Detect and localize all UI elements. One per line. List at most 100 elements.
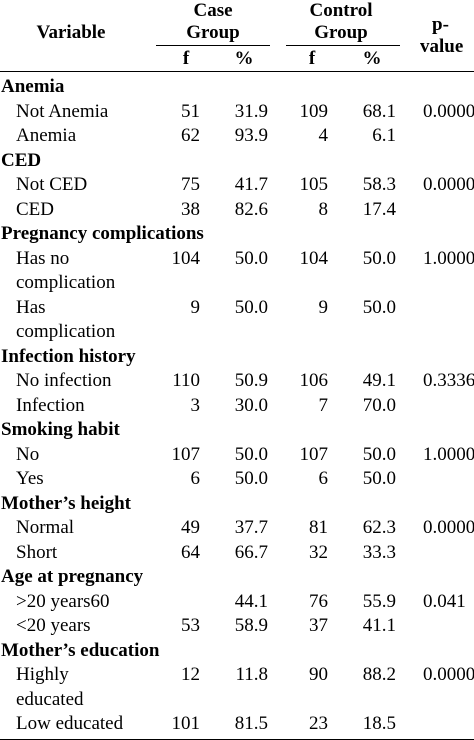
row-label: Infection bbox=[16, 395, 85, 416]
case-pct-cell: 41.7 bbox=[234, 174, 268, 195]
case-f-cell: 3 bbox=[190, 395, 201, 416]
header-control-group-line2: Group bbox=[314, 22, 368, 43]
control-pct-cell: 50.0 bbox=[362, 468, 396, 489]
case-pct-cell: 93.9 bbox=[234, 125, 268, 146]
row-label: Short bbox=[16, 542, 58, 563]
section-title: Mother’s education bbox=[1, 640, 160, 661]
pvalue-cell: 0.041 bbox=[423, 591, 466, 612]
section-title: Pregnancy complications bbox=[1, 223, 204, 244]
control-pct-cell: 62.3 bbox=[362, 517, 396, 538]
header-pvalue-line2: value bbox=[420, 36, 464, 57]
case-f-cell: 110 bbox=[172, 370, 200, 391]
section-title: Age at pregnancy bbox=[1, 566, 144, 587]
case-f-cell: 12 bbox=[181, 664, 200, 685]
row-label: educated bbox=[16, 689, 84, 710]
case-pct-cell: 30.0 bbox=[234, 395, 268, 416]
control-pct-cell: 41.1 bbox=[362, 615, 396, 636]
control-pct-cell: 6.1 bbox=[372, 125, 396, 146]
section-title: Infection history bbox=[1, 346, 136, 367]
case-f-cell: 49 bbox=[181, 517, 200, 538]
control-pct-cell: 18.5 bbox=[362, 713, 396, 734]
row-label: <20 years bbox=[16, 615, 91, 636]
header-pvalue-line1: p- bbox=[432, 14, 449, 35]
case-f-cell: 9 bbox=[190, 297, 201, 318]
control-pct-cell: 58.3 bbox=[362, 174, 396, 195]
row-label: No infection bbox=[16, 370, 112, 391]
row-label: Not Anemia bbox=[16, 101, 109, 122]
case-f-cell: 104 bbox=[171, 248, 201, 269]
header-case-group-line2: Group bbox=[186, 22, 240, 43]
control-pct-cell: 70.0 bbox=[362, 395, 396, 416]
pvalue-cell: 0.0000 bbox=[423, 174, 474, 195]
case-pct-cell: 50.0 bbox=[234, 297, 268, 318]
row-label: Has bbox=[16, 297, 46, 318]
header-sub-pct1: % bbox=[234, 48, 254, 69]
control-f-cell: 76 bbox=[309, 591, 328, 612]
section-title: Mother’s height bbox=[1, 493, 131, 514]
control-f-cell: 37 bbox=[309, 615, 328, 636]
case-f-cell: 75 bbox=[181, 174, 200, 195]
row-label: Anemia bbox=[16, 125, 77, 146]
case-pct-cell: 31.9 bbox=[234, 101, 268, 122]
row-label: complication bbox=[16, 321, 116, 342]
case-f-cell: 62 bbox=[181, 125, 200, 146]
pvalue-cell: 0.3336 bbox=[423, 370, 474, 391]
control-f-cell: 90 bbox=[309, 664, 328, 685]
control-pct-cell: 50.0 bbox=[362, 297, 396, 318]
control-f-cell: 104 bbox=[299, 248, 329, 269]
row-label: complication bbox=[16, 272, 116, 293]
pvalue-cell: 0.0000 bbox=[423, 664, 474, 685]
section-title: CED bbox=[1, 150, 42, 171]
case-group-rule bbox=[156, 45, 270, 46]
header-variable: Variable bbox=[36, 22, 106, 43]
section-title: Anemia bbox=[1, 76, 65, 97]
pvalue-cell: 0.0000 bbox=[423, 101, 474, 122]
case-f-cell: 6 bbox=[190, 468, 201, 489]
case-pct-cell: 58.9 bbox=[234, 615, 268, 636]
case-pct-cell: 37.7 bbox=[234, 517, 268, 538]
control-group-rule bbox=[286, 45, 400, 46]
case-pct-cell: 50.9 bbox=[234, 370, 268, 391]
case-pct-cell: 81.5 bbox=[234, 713, 268, 734]
row-label: Normal bbox=[16, 517, 75, 538]
row-label: >20 years60 bbox=[16, 591, 110, 612]
header-bottom-rule bbox=[0, 71, 474, 72]
row-label: Not CED bbox=[16, 174, 88, 195]
control-pct-cell: 68.1 bbox=[362, 101, 396, 122]
pvalue-cell: 0.0000 bbox=[423, 517, 474, 538]
row-label: Low educated bbox=[16, 713, 124, 734]
control-f-cell: 107 bbox=[299, 444, 329, 465]
control-pct-cell: 49.1 bbox=[362, 370, 396, 391]
control-pct-cell: 50.0 bbox=[362, 248, 396, 269]
row-label: No bbox=[16, 444, 40, 465]
case-f-cell: 101 bbox=[171, 713, 201, 734]
control-pct-cell: 50.0 bbox=[362, 444, 396, 465]
control-f-cell: 81 bbox=[309, 517, 328, 538]
row-label: CED bbox=[16, 199, 54, 220]
case-pct-cell: 50.0 bbox=[234, 468, 268, 489]
header-sub-f2: f bbox=[308, 48, 316, 69]
pvalue-cell: 1.0000 bbox=[423, 444, 474, 465]
control-f-cell: 8 bbox=[318, 199, 329, 220]
control-pct-cell: 55.9 bbox=[362, 591, 396, 612]
control-f-cell: 6 bbox=[318, 468, 329, 489]
case-pct-cell: 66.7 bbox=[234, 542, 268, 563]
control-f-cell: 4 bbox=[318, 125, 329, 146]
pvalue-cell: 1.0000 bbox=[423, 248, 474, 269]
section-title: Smoking habit bbox=[1, 419, 120, 440]
control-f-cell: 106 bbox=[299, 370, 329, 391]
row-label: Highly bbox=[16, 664, 69, 685]
control-pct-cell: 88.2 bbox=[362, 664, 396, 685]
case-f-cell: 53 bbox=[181, 615, 200, 636]
case-f-cell: 51 bbox=[181, 101, 200, 122]
row-label: Yes bbox=[16, 468, 44, 489]
header-sub-pct2: % bbox=[362, 48, 382, 69]
case-pct-cell: 11.8 bbox=[235, 664, 268, 685]
control-f-cell: 23 bbox=[309, 713, 328, 734]
control-f-cell: 105 bbox=[299, 174, 329, 195]
case-pct-cell: 82.6 bbox=[234, 199, 268, 220]
case-pct-cell: 50.0 bbox=[234, 248, 268, 269]
case-f-cell: 107 bbox=[171, 444, 201, 465]
control-f-cell: 7 bbox=[318, 395, 329, 416]
header-sub-f1: f bbox=[182, 48, 190, 69]
